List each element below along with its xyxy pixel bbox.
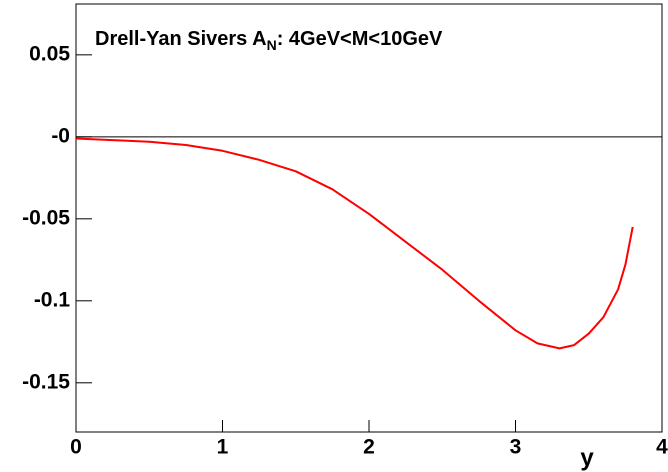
x-axis-label: y <box>580 444 594 471</box>
y-tick-label: 0.05 <box>29 42 70 65</box>
x-tick-label: 2 <box>363 436 375 459</box>
data-line <box>75 137 634 350</box>
y-tick-label: -0.05 <box>22 206 70 229</box>
title-main: Drell-Yan Sivers A <box>95 28 267 50</box>
x-tick-label: 4 <box>656 436 668 459</box>
x-tick-label: 0 <box>70 436 82 459</box>
title-subscript: N <box>267 37 277 53</box>
plot-frame <box>75 3 663 433</box>
y-tick-label: -0.1 <box>34 288 71 311</box>
x-tick-label: 3 <box>510 436 522 459</box>
y-tick-label: -0.15 <box>22 370 70 393</box>
chart-title: Drell-Yan Sivers AN: 4GeV<M<10GeV <box>95 28 443 52</box>
x-tick-label: 1 <box>217 436 229 459</box>
title-rest: : 4GeV<M<10GeV <box>277 28 443 50</box>
y-tick-label: -0 <box>51 124 70 147</box>
